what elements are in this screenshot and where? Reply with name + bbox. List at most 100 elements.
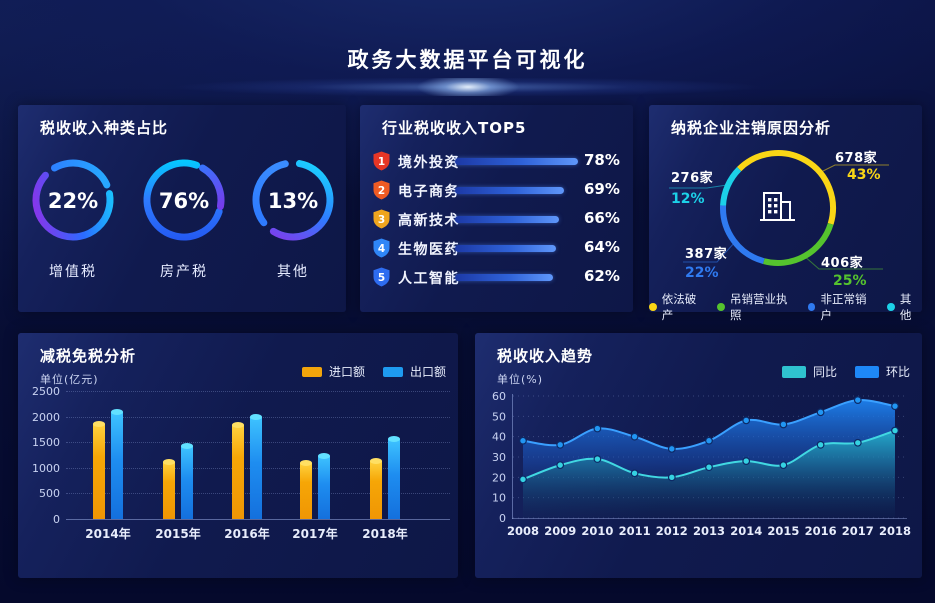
x-axis-category-label: 2018年 xyxy=(362,527,408,541)
bar-chart-legend[interactable]: 进口额 出口额 xyxy=(301,363,446,380)
y-axis-unit-label: 单位(%) xyxy=(497,373,544,386)
panel-title: 税收收入种类占比 xyxy=(40,119,169,137)
data-point-环比[interactable] xyxy=(816,408,825,417)
bar-top-cap xyxy=(370,457,382,464)
x-axis-category-label: 2014年 xyxy=(85,527,131,541)
legend-item-吊销营业执照[interactable]: 吊销营业执照 xyxy=(717,291,797,323)
bar-出口额-2018年[interactable] xyxy=(388,439,400,519)
data-point-环比[interactable] xyxy=(853,396,862,404)
legend-dot xyxy=(807,303,816,311)
donut-legend[interactable]: 依法破产 吊销营业执照 非正常销户 其他 xyxy=(649,291,922,323)
legend-item-进口额[interactable]: 进口额 xyxy=(301,363,365,380)
bar-fill xyxy=(455,245,556,252)
ring-gauge xyxy=(32,159,114,241)
industry-top5-chart[interactable]: 1 境外投资 78% 2 电子商务 69% 3 高新技术 66% 4 生物医药 64% 5 人工智能 62% xyxy=(360,105,633,312)
legend-swatch xyxy=(854,365,879,378)
donut-segment-依法破产[interactable] xyxy=(736,150,836,225)
gridline xyxy=(66,519,450,520)
data-point-环比[interactable] xyxy=(667,444,676,453)
legend-swatch xyxy=(382,366,403,377)
data-point-同比[interactable] xyxy=(742,457,751,465)
industry-label: 高新技术 xyxy=(398,213,460,229)
legend-item-出口额[interactable]: 出口额 xyxy=(382,363,446,380)
bar-进口额-2016年[interactable] xyxy=(232,425,244,519)
data-point-同比[interactable] xyxy=(779,461,788,470)
data-point-环比[interactable] xyxy=(779,420,788,429)
data-point-环比[interactable] xyxy=(891,402,899,411)
legend-item-其他[interactable]: 其他 xyxy=(887,291,922,323)
data-point-同比[interactable] xyxy=(816,440,825,449)
bar-出口额-2015年[interactable] xyxy=(181,445,193,519)
bar-进口额-2014年[interactable] xyxy=(93,424,105,519)
panel-title: 行业税收收入TOP5 xyxy=(382,119,527,137)
data-point-环比[interactable] xyxy=(705,436,713,445)
data-point-环比[interactable] xyxy=(742,416,751,425)
data-point-环比[interactable] xyxy=(630,432,639,441)
legend-item-非正常销户[interactable]: 非正常销户 xyxy=(807,291,876,323)
donut-segment-吊销营业执照[interactable] xyxy=(762,222,834,266)
value-label: 78% xyxy=(584,151,620,169)
bar-track xyxy=(455,187,579,194)
donut-ring-增值税[interactable]: 22% 增值税 xyxy=(27,154,119,284)
data-point-同比[interactable] xyxy=(593,455,602,463)
data-point-同比[interactable] xyxy=(891,426,899,435)
y-axis-tick-label: 1000 xyxy=(32,461,60,475)
bar-进口额-2015年[interactable] xyxy=(163,461,175,519)
tax-reduction-bar-chart[interactable]: 0 500 1000 1500 2000 2500 2014年 2015年 2016年 2017年… xyxy=(18,333,458,578)
data-point-同比[interactable] xyxy=(519,475,527,484)
svg-text:40: 40 xyxy=(492,431,506,444)
bar-出口额-2017年[interactable] xyxy=(318,455,330,519)
bar-track xyxy=(455,245,579,252)
bar-出口额-2016年[interactable] xyxy=(250,416,262,519)
data-point-环比[interactable] xyxy=(593,424,602,433)
data-point-环比[interactable] xyxy=(556,440,565,449)
bar-出口额-2014年[interactable] xyxy=(111,411,123,519)
y-axis-tick-label: 2000 xyxy=(32,410,60,424)
svg-text:2008: 2008 xyxy=(507,524,539,538)
building-icon xyxy=(760,192,795,221)
donut-ring-其他[interactable]: 13% 其他 xyxy=(247,154,339,284)
ring-gauge xyxy=(252,160,334,241)
svg-text:3: 3 xyxy=(378,214,385,226)
donut-segment-其他[interactable] xyxy=(720,166,742,206)
ring-gauge xyxy=(143,159,225,241)
legend-item-依法破产[interactable]: 依法破产 xyxy=(649,291,706,323)
top5-row-5[interactable]: 5 人工智能 62% xyxy=(360,266,633,290)
data-point-同比[interactable] xyxy=(556,461,565,470)
legend-label: 同比 xyxy=(812,365,837,379)
panel-title: 税收收入趋势 xyxy=(497,347,594,365)
top5-row-4[interactable]: 4 生物医药 64% xyxy=(360,237,633,261)
data-point-同比[interactable] xyxy=(853,438,862,447)
ring-category-label: 其他 xyxy=(277,264,309,280)
legend-item-同比[interactable]: 同比 xyxy=(781,363,837,380)
rank-shield-icon: 2 xyxy=(373,180,390,200)
data-point-同比[interactable] xyxy=(667,473,676,482)
y-axis-tick-label: 2500 xyxy=(32,385,60,398)
panel-title: 减税免税分析 xyxy=(40,347,137,365)
rank-shield-icon: 1 xyxy=(373,151,390,171)
legend-item-环比[interactable]: 环比 xyxy=(854,363,910,380)
top5-row-3[interactable]: 3 高新技术 66% xyxy=(360,208,633,232)
legend-label: 环比 xyxy=(885,365,910,379)
bar-track xyxy=(455,274,579,281)
tax-type-rings-chart[interactable]: 22% 增值税 76% 房产税 13% 其他 xyxy=(18,105,346,312)
value-label: 66% xyxy=(584,209,620,227)
gridline xyxy=(66,391,450,392)
trend-chart-legend[interactable]: 同比 环比 xyxy=(781,363,910,380)
legend-label: 其他 xyxy=(899,292,912,322)
donut-ring-房产税[interactable]: 76% 房产税 xyxy=(138,154,230,284)
data-point-同比[interactable] xyxy=(630,469,639,478)
svg-text:30: 30 xyxy=(492,451,506,464)
tax-trend-area-chart[interactable]: 0 10 20 30 40 50 60 2008 2009 2010 2011 2012 2013 201… xyxy=(475,333,922,578)
bar-进口额-2017年[interactable] xyxy=(300,462,312,519)
data-point-环比[interactable] xyxy=(519,436,527,445)
top5-row-1[interactable]: 1 境外投资 78% xyxy=(360,150,633,174)
deregistration-donut-chart[interactable] xyxy=(649,105,922,312)
legend-label: 出口额 xyxy=(409,365,446,379)
bar-进口额-2018年[interactable] xyxy=(370,460,382,519)
bar-fill xyxy=(455,158,578,165)
data-point-同比[interactable] xyxy=(705,463,713,472)
donut-segment-非正常销户[interactable] xyxy=(720,205,765,265)
top5-row-2[interactable]: 2 电子商务 69% xyxy=(360,179,633,203)
